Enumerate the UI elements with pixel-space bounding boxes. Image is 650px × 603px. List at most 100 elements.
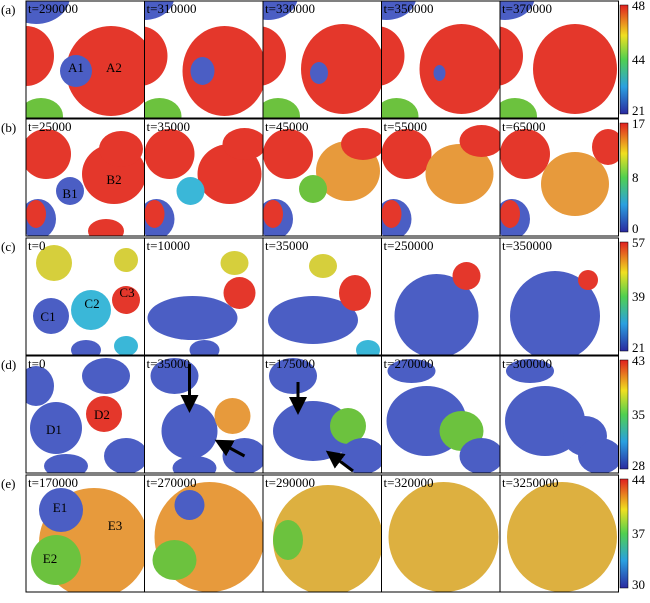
- particle: [578, 438, 619, 473]
- particle: [174, 490, 205, 520]
- particle: [425, 144, 494, 204]
- particle: [112, 286, 140, 314]
- row-label: (d): [1, 357, 16, 372]
- time-label: t=290000: [28, 1, 78, 16]
- time-label: t=350000: [502, 238, 552, 253]
- particle: [330, 408, 366, 444]
- snapshot: [381, 356, 500, 473]
- particle: [541, 152, 609, 216]
- time-label: t=0: [28, 356, 45, 371]
- particle: [222, 128, 263, 160]
- particle: [56, 177, 84, 205]
- snapshot: [381, 475, 500, 592]
- snapshot: [144, 1, 263, 118]
- colorbar-tick: 37: [632, 526, 646, 541]
- particle: [388, 482, 499, 592]
- particle: [263, 129, 313, 179]
- particle: [39, 488, 83, 532]
- particle: [356, 340, 380, 355]
- particle: [26, 1, 70, 24]
- row-label: (c): [1, 239, 15, 254]
- particle: [144, 1, 174, 20]
- particle: [459, 438, 500, 473]
- particle: [381, 1, 416, 20]
- time-label: t=250000: [384, 238, 434, 253]
- particle: [341, 128, 382, 160]
- row-label: (e): [1, 476, 15, 491]
- particle: [268, 296, 358, 344]
- snapshot: [500, 238, 619, 355]
- particle: [419, 24, 500, 114]
- snapshot: [144, 475, 263, 592]
- particle: [341, 438, 382, 473]
- snapshot: [26, 119, 145, 236]
- particle: [452, 262, 481, 290]
- particle: [60, 55, 92, 87]
- time-label: t=35000: [147, 356, 190, 371]
- particle: [500, 129, 550, 179]
- colorbar-tick: 8: [632, 170, 639, 185]
- particle: [33, 298, 69, 334]
- particle: [459, 125, 500, 157]
- particle: [273, 401, 353, 461]
- time-label: t=35000: [265, 238, 308, 253]
- particle-label: E1: [53, 500, 67, 515]
- colorbar-tick: 48: [632, 0, 645, 13]
- colorbar-tick: 57: [632, 235, 646, 250]
- particle-label: D2: [94, 407, 110, 422]
- snapshot: [263, 475, 382, 592]
- row-label: (a): [1, 2, 15, 17]
- time-label: t=175000: [265, 356, 315, 371]
- particle: [507, 482, 617, 592]
- particle: [273, 485, 382, 592]
- particle: [66, 26, 145, 116]
- particle: [339, 275, 371, 311]
- particle: [144, 129, 195, 179]
- particle: [273, 520, 303, 560]
- snapshot: [500, 1, 619, 118]
- particle: [71, 290, 111, 330]
- particle: [263, 200, 283, 228]
- particle: [263, 98, 300, 118]
- particle: [381, 98, 419, 118]
- particle: [190, 57, 215, 85]
- particle-label: B1: [62, 186, 77, 201]
- colorbar-tick: 17: [632, 116, 646, 131]
- particle-label: C3: [119, 285, 134, 300]
- particle-label: E2: [43, 551, 57, 566]
- colorbar: [619, 241, 629, 352]
- snapshot: [500, 356, 619, 473]
- snapshot: [263, 356, 382, 473]
- panel-frame: [499, 237, 619, 356]
- snapshot: [263, 1, 382, 118]
- colorbar-tick: 43: [632, 353, 645, 368]
- time-label: t=320000: [384, 475, 434, 490]
- snapshot: [26, 1, 145, 118]
- particle: [26, 26, 54, 86]
- particle: [147, 296, 238, 340]
- particle-label: A2: [106, 60, 122, 75]
- particle: [506, 359, 554, 383]
- time-label: t=65000: [502, 119, 545, 134]
- particle: [99, 131, 143, 167]
- particle: [510, 271, 600, 355]
- particle: [214, 398, 251, 434]
- time-label: t=310000: [147, 1, 197, 16]
- arrow: [214, 439, 246, 458]
- particle: [381, 200, 402, 228]
- particle: [26, 129, 71, 179]
- time-label: t=10000: [147, 238, 190, 253]
- colorbar: [619, 478, 629, 589]
- time-label: t=270000: [147, 475, 197, 490]
- particle: [26, 366, 54, 406]
- snapshot: [26, 356, 145, 473]
- row-label: (b): [1, 120, 16, 135]
- panel-frame: [499, 474, 619, 593]
- time-label: t=0: [28, 238, 45, 253]
- particle: [301, 24, 382, 114]
- colorbar-tick: 39: [632, 289, 645, 304]
- colorbar-tick: 44: [632, 52, 646, 67]
- particle: [263, 26, 286, 86]
- particle: [82, 358, 130, 394]
